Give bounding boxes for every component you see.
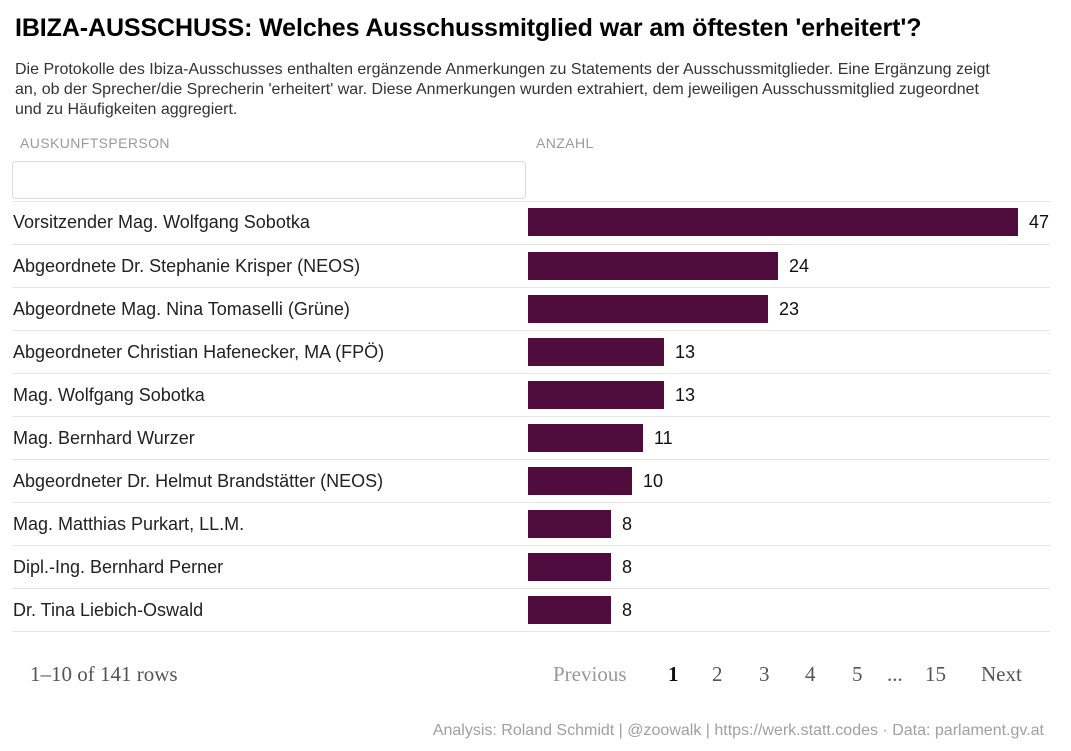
pagination-info: 1–10 of 141 rows	[30, 662, 178, 686]
page-1-button[interactable]: 1	[668, 662, 679, 686]
row-name: Mag. Wolfgang Sobotka	[13, 385, 205, 405]
row-name: Abgeordneter Dr. Helmut Brandstätter (NE…	[13, 471, 384, 491]
row-value: 10	[643, 471, 664, 491]
row-name: Mag. Bernhard Wurzer	[13, 428, 195, 448]
previous-button[interactable]: Previous	[553, 662, 627, 686]
row-value: 8	[622, 600, 633, 620]
credits: Analysis: Roland Schmidt | @zoowalk | ht…	[432, 722, 1044, 739]
row-name: Abgeordneter Christian Hafenecker, MA (F…	[13, 342, 385, 362]
row-bar	[528, 252, 778, 280]
pagination-ellipsis: ...	[887, 662, 903, 686]
row-value: 8	[622, 514, 633, 534]
row-value: 8	[622, 557, 633, 577]
row-name: Dr. Tina Liebich-Oswald	[13, 600, 204, 620]
row-bar	[528, 553, 611, 581]
row-value: 11	[654, 428, 673, 448]
row-bar	[528, 467, 632, 495]
row-name: Mag. Matthias Purkart, LL.M.	[13, 514, 245, 534]
row-bar	[528, 596, 611, 624]
page-3-button[interactable]: 3	[759, 662, 770, 686]
row-name: Abgeordnete Mag. Nina Tomaselli (Grüne)	[13, 299, 350, 319]
table-row: Abgeordnete Mag. Nina Tomaselli (Grüne) 2…	[12, 288, 1050, 331]
row-bar	[528, 338, 664, 366]
table-row: Abgeordneter Christian Hafenecker, MA (F…	[12, 331, 1050, 374]
table-body: Vorsitzender Mag. Wolfgang Sobotka 47 Abge…	[12, 201, 1050, 632]
table-row: Abgeordnete Dr. Stephanie Krisper (NEOS)…	[12, 245, 1050, 288]
row-bar	[528, 295, 768, 323]
column-header-count[interactable]: ANZAHL	[536, 135, 594, 151]
page-2-button[interactable]: 2	[712, 662, 723, 686]
header-divider	[12, 201, 1050, 202]
row-name: Dipl.-Ing. Bernhard Perner	[13, 557, 224, 577]
page-4-button[interactable]: 4	[805, 662, 816, 686]
table-row: Mag. Wolfgang Sobotka 13	[12, 374, 1050, 417]
next-button[interactable]: Next	[981, 662, 1022, 686]
table-row: Dr. Tina Liebich-Oswald 8	[12, 589, 1050, 632]
table-row: Abgeordneter Dr. Helmut Brandstätter (NE…	[12, 460, 1050, 503]
row-bar	[528, 510, 611, 538]
column-header-name[interactable]: AUSKUNFTSPERSON	[20, 135, 170, 151]
chart-title: IBIZA-AUSSCHUSS: Welches Ausschussmitgli…	[15, 14, 922, 42]
row-value: 13	[675, 385, 696, 405]
row-name: Abgeordnete Dr. Stephanie Krisper (NEOS)	[13, 256, 361, 276]
row-name: Vorsitzender Mag. Wolfgang Sobotka	[13, 212, 310, 232]
row-bar	[528, 381, 664, 409]
table-row: Mag. Matthias Purkart, LL.M. 8	[12, 503, 1050, 546]
table-row: Vorsitzender Mag. Wolfgang Sobotka 47	[12, 201, 1050, 245]
table-row: Mag. Bernhard Wurzer 11	[12, 417, 1050, 460]
page-15-button[interactable]: 15	[925, 662, 946, 686]
row-value: 24	[789, 256, 810, 276]
chart-description: Die Protokolle des Ibiza-Ausschusses ent…	[15, 61, 990, 118]
row-value: 13	[675, 342, 696, 362]
row-bar	[528, 424, 643, 452]
row-bar	[528, 208, 1018, 236]
name-filter-input[interactable]	[12, 161, 526, 199]
row-value: 47	[1029, 212, 1050, 232]
row-value: 23	[779, 299, 800, 319]
table-row: Dipl.-Ing. Bernhard Perner 8	[12, 546, 1050, 589]
page-5-button[interactable]: 5	[852, 662, 863, 686]
